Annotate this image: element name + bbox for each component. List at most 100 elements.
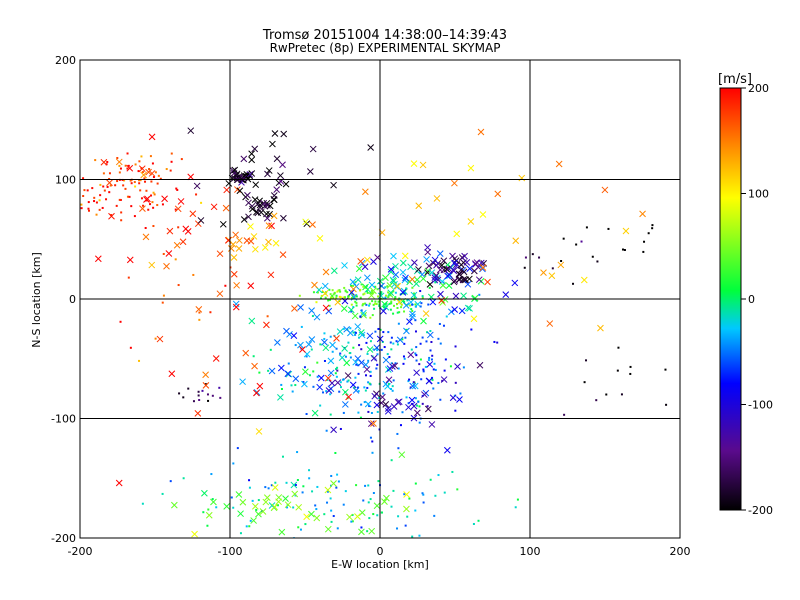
data-point-x [202,371,209,379]
data-point-x [422,310,430,317]
data-point-dot [308,374,311,377]
data-point-dot [192,400,195,403]
data-point-dot [342,411,345,414]
data-point-x [263,494,271,502]
data-point-dot [404,524,407,527]
colorbar [719,87,742,511]
data-point-dot [376,363,379,366]
data-point-x [322,304,330,312]
data-point-dot [206,524,209,527]
data-point-x [268,367,276,375]
data-point-dot [364,389,367,392]
data-point-x [431,256,439,264]
data-point-x [401,252,409,260]
data-point-x [403,505,410,513]
data-point-x [366,346,374,353]
data-point-x [384,407,392,415]
data-point-dot [123,179,126,182]
data-point-x [431,276,439,284]
data-point-dot [316,485,319,488]
x-tick-label: 200 [670,545,691,558]
data-point-dot [362,499,365,502]
data-point-x [399,259,407,267]
data-point-dot [371,451,374,454]
data-point-dot [304,523,307,526]
data-point-dot [197,390,200,393]
data-point-x [232,303,240,311]
data-point-dot [298,294,301,297]
data-point-x [415,202,423,210]
data-point-x [313,514,321,522]
data-point-dot [437,474,440,477]
data-point-dot [74,211,76,213]
data-point-dot [359,296,362,299]
data-point-x [546,320,554,327]
data-point-x [386,291,394,298]
data-point-x [557,261,565,269]
data-point-x [512,237,520,245]
data-point-x [349,278,357,286]
data-point-dot [387,383,390,386]
data-point-x [389,276,397,284]
data-point-dot [239,532,242,535]
data-point-dot [266,315,269,318]
data-point-x [364,256,371,264]
data-point-dot [372,303,375,306]
data-point-x [440,257,448,265]
grid-lines [80,60,680,538]
data-point-dot [370,289,373,292]
data-point-x [438,262,446,269]
data-point-x [338,354,346,361]
data-point-dot [334,451,337,454]
data-point-x [373,401,381,409]
data-point-x [402,274,409,282]
data-point-x [242,349,250,357]
data-point-dot [182,477,185,480]
data-point-x [330,181,337,189]
data-point-dot [332,515,335,518]
data-point-x [139,205,146,212]
data-point-dot [108,172,111,175]
data-point-dot [384,294,387,297]
data-point-x [251,245,259,253]
y-axis-label: N-S location [km] [30,252,43,348]
data-point-x [263,210,270,218]
data-point-x [165,250,173,257]
data-point-dot [211,394,214,397]
data-point-dot [149,155,152,158]
data-point-dot [350,303,353,306]
data-point-x [580,276,588,284]
data-point-dot [551,267,554,270]
data-point-dot [400,306,403,309]
data-point-dot [232,462,235,465]
data-point-dot [343,286,346,289]
data-point-dot [274,481,277,484]
data-point-dot [395,340,398,343]
data-point-dot [198,398,201,401]
data-point-dot [249,519,252,522]
data-point-dot [629,372,632,375]
data-point-dot [299,528,302,531]
data-point-x [219,220,227,228]
data-point-dot [390,505,393,508]
x-tick-label: -200 [68,545,93,558]
data-point-dot [141,171,144,174]
x-tick-label: 0 [377,545,384,558]
data-point-dot [335,347,338,350]
data-point-x [340,305,348,312]
data-point-dot [493,340,496,343]
data-point-dot [95,201,98,204]
data-point-x [193,182,201,190]
data-point-dot [355,295,358,298]
data-point-dot [101,206,104,209]
data-point-x [247,237,255,245]
data-point-x [363,366,371,373]
data-point-dot [396,343,399,346]
data-point-dot [358,344,361,347]
data-point-x [321,338,328,346]
data-point-x [477,128,485,136]
data-point-dot [408,304,411,307]
data-point-dot [326,490,329,493]
data-point-dot [368,304,371,307]
data-point-dot [414,303,417,306]
